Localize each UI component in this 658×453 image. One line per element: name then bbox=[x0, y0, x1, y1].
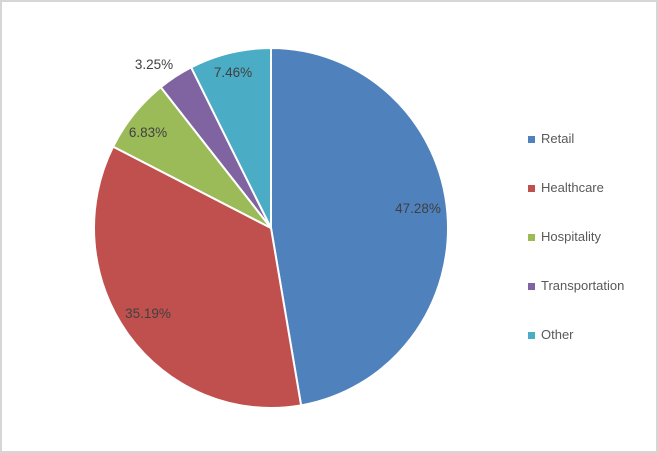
legend-label-hospitality: Hospitality bbox=[541, 229, 601, 244]
legend-marker-other-icon bbox=[528, 331, 535, 339]
legend-item-transportation: Transportation bbox=[528, 277, 624, 295]
legend-label-healthcare: Healthcare bbox=[541, 180, 604, 195]
legend: Retail Healthcare Hospitality Transporta… bbox=[528, 130, 624, 375]
pie-slice-other bbox=[190, 47, 272, 229]
data-label-hospitality: 6.83% bbox=[129, 125, 167, 140]
legend-marker-hospitality-icon bbox=[528, 233, 535, 241]
legend-item-other: Other bbox=[528, 326, 624, 344]
data-label-healthcare: 35.19% bbox=[125, 306, 171, 321]
legend-marker-healthcare-icon bbox=[528, 184, 535, 192]
legend-item-healthcare: Healthcare bbox=[528, 179, 624, 197]
pie-slice-healthcare bbox=[93, 145, 303, 409]
legend-label-retail: Retail bbox=[541, 131, 575, 146]
data-label-retail: 47.28% bbox=[395, 201, 441, 216]
pie-slice-retail bbox=[270, 47, 449, 407]
legend-item-hospitality: Hospitality bbox=[528, 228, 624, 246]
legend-marker-retail-icon bbox=[528, 135, 535, 143]
pie-slices bbox=[93, 47, 449, 409]
data-label-transportation: 3.25% bbox=[135, 57, 173, 72]
legend-marker-transportation-icon bbox=[528, 282, 535, 290]
pie-data-labels: 47.28% 35.19% 6.83% 3.25% 7.46% bbox=[125, 57, 441, 321]
legend-label-transportation: Transportation bbox=[541, 278, 625, 293]
legend-label-other: Other bbox=[541, 327, 574, 342]
data-label-other: 7.46% bbox=[214, 65, 252, 80]
legend-item-retail: Retail bbox=[528, 130, 624, 148]
